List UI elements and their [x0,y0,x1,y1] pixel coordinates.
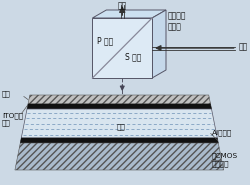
Text: 液晶: 液晶 [117,123,126,130]
Text: ITO公共
电极: ITO公共 电极 [2,112,23,126]
Polygon shape [92,10,166,18]
Text: 投影: 投影 [118,1,127,11]
Text: 照射: 照射 [238,43,248,51]
Polygon shape [28,95,210,104]
Text: 玻璃: 玻璃 [2,90,11,97]
Text: 硅CMOS
有源矩阵: 硅CMOS 有源矩阵 [212,152,238,167]
Text: P 极化: P 极化 [98,36,114,45]
Polygon shape [27,104,212,109]
Polygon shape [152,10,166,78]
Polygon shape [21,109,217,138]
Polygon shape [20,138,218,143]
Text: 极化光束
分割器: 极化光束 分割器 [168,11,186,31]
Text: Al镜电极: Al镜电极 [212,129,232,136]
Text: S 极化: S 极化 [125,53,142,61]
Bar [92,18,152,78]
Polygon shape [15,143,224,170]
